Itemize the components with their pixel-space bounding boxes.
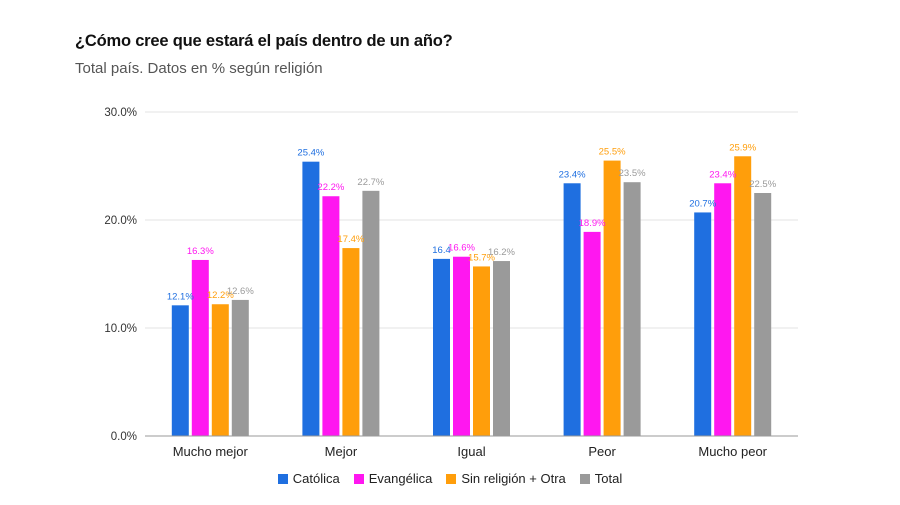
- x-axis-categories: Mucho mejor Mejor Igual Peor Mucho peor: [173, 444, 768, 459]
- bar: [694, 212, 712, 436]
- bar: [493, 261, 510, 436]
- data-label: 22.2%: [317, 182, 344, 193]
- category-label: Peor: [588, 444, 616, 459]
- data-label: 16.6%: [448, 243, 475, 254]
- bar: [302, 161, 320, 436]
- chart-title: ¿Cómo cree que estará el país dentro de …: [75, 32, 453, 50]
- data-label: 18.9%: [579, 218, 606, 229]
- bar: [563, 183, 581, 436]
- category-label: Mucho peor: [698, 444, 767, 459]
- data-label: 16.4: [432, 245, 451, 256]
- bar: [623, 182, 641, 436]
- y-tick-label: 10.0%: [104, 323, 137, 335]
- data-label: 23.5%: [619, 168, 646, 179]
- bar: [171, 305, 189, 436]
- data-label: 12.6%: [227, 286, 254, 297]
- legend-swatch: [353, 473, 364, 484]
- category-label: Mejor: [325, 444, 358, 459]
- bar: [362, 190, 380, 436]
- data-label: 25.5%: [599, 147, 626, 158]
- bars: [171, 156, 772, 436]
- data-label: 17.4%: [337, 234, 364, 245]
- bar: [453, 256, 470, 436]
- data-label: 16.2%: [488, 247, 515, 258]
- legend-swatch: [579, 473, 590, 484]
- data-label: 23.4%: [709, 169, 736, 180]
- y-tick-label: 0.0%: [111, 431, 137, 443]
- data-label: 25.4%: [297, 148, 324, 159]
- category-label: Mucho mejor: [173, 444, 249, 459]
- bar: [473, 266, 490, 436]
- legend-swatch: [277, 473, 288, 484]
- bar: [754, 193, 772, 436]
- data-label: 25.9%: [729, 142, 756, 153]
- bar: [603, 160, 621, 436]
- bar: [342, 248, 360, 436]
- legend: Católica Evangélica Sin religión + Otra Tot…: [0, 471, 900, 486]
- bar: [322, 196, 340, 436]
- legend-label: Evangélica: [368, 471, 433, 486]
- data-label: 23.4%: [559, 169, 586, 180]
- y-axis-ticks: 0.0% 10.0% 20.0% 30.0%: [104, 107, 137, 443]
- y-tick-label: 20.0%: [104, 215, 137, 227]
- bar: [433, 258, 450, 436]
- bar: [734, 156, 752, 436]
- category-label: Igual: [457, 444, 485, 459]
- legend-item: Total: [579, 471, 623, 486]
- data-label: 16.3%: [187, 246, 214, 257]
- chart-subtitle: Total país. Datos en % según religión: [75, 60, 323, 77]
- legend-item: Evangélica: [353, 471, 433, 486]
- data-label: 15.7%: [468, 252, 495, 263]
- legend-swatch: [446, 473, 457, 484]
- legend-item: Sin religión + Otra: [446, 471, 566, 486]
- data-label: 22.7%: [357, 177, 384, 188]
- bar: [211, 304, 229, 436]
- data-label: 22.5%: [749, 179, 776, 190]
- legend-item: Católica: [277, 471, 340, 486]
- data-label: 12.2%: [207, 290, 234, 301]
- bar: [231, 299, 249, 436]
- bar: [583, 231, 601, 436]
- y-tick-label: 30.0%: [104, 107, 137, 119]
- legend-label: Total: [594, 471, 623, 486]
- legend-label: Sin religión + Otra: [461, 471, 566, 486]
- bar: [714, 183, 732, 436]
- data-labels: 12.1% 16.3% 12.2%12.6% 25.4% 22.2% 17.4% 22.7%…: [167, 142, 777, 302]
- bar: [191, 259, 209, 436]
- data-label: 20.7%: [689, 198, 716, 209]
- data-label: 12.1%: [167, 291, 194, 302]
- legend-label: Católica: [292, 471, 340, 486]
- gridlines: [145, 111, 798, 329]
